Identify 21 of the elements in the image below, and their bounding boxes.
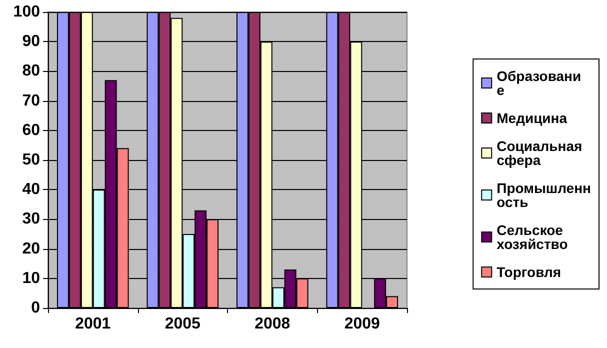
- y-tick-label: 80: [22, 62, 40, 80]
- legend-label: Промышленность: [496, 180, 592, 210]
- y-tick-label: 10: [22, 270, 40, 287]
- y-tick-label: 90: [22, 33, 40, 50]
- y-tick-label: 0: [31, 300, 40, 316]
- legend-label: Образование: [496, 68, 582, 98]
- x-tick-label: 2009: [344, 316, 380, 332]
- x-tick-label: 2005: [164, 316, 201, 332]
- y-tick-label: 50: [22, 152, 40, 168]
- y-tick-label: 100: [13, 4, 40, 20]
- x-tick-label: 2008: [254, 316, 290, 332]
- y-tick-label: 20: [22, 240, 40, 258]
- legend-label: Торговля: [496, 264, 562, 280]
- x-tick-label: 2001: [75, 316, 111, 332]
- y-tick-label: 30: [22, 210, 40, 228]
- y-tick-label: 40: [22, 181, 40, 198]
- legend-label: Медицина: [496, 110, 568, 126]
- legend-label: Социальная сфера: [496, 138, 586, 168]
- y-tick-label: 70: [22, 92, 40, 110]
- y-tick-label: 60: [22, 122, 40, 139]
- legend-label: Сельское хозяйство: [496, 222, 568, 252]
